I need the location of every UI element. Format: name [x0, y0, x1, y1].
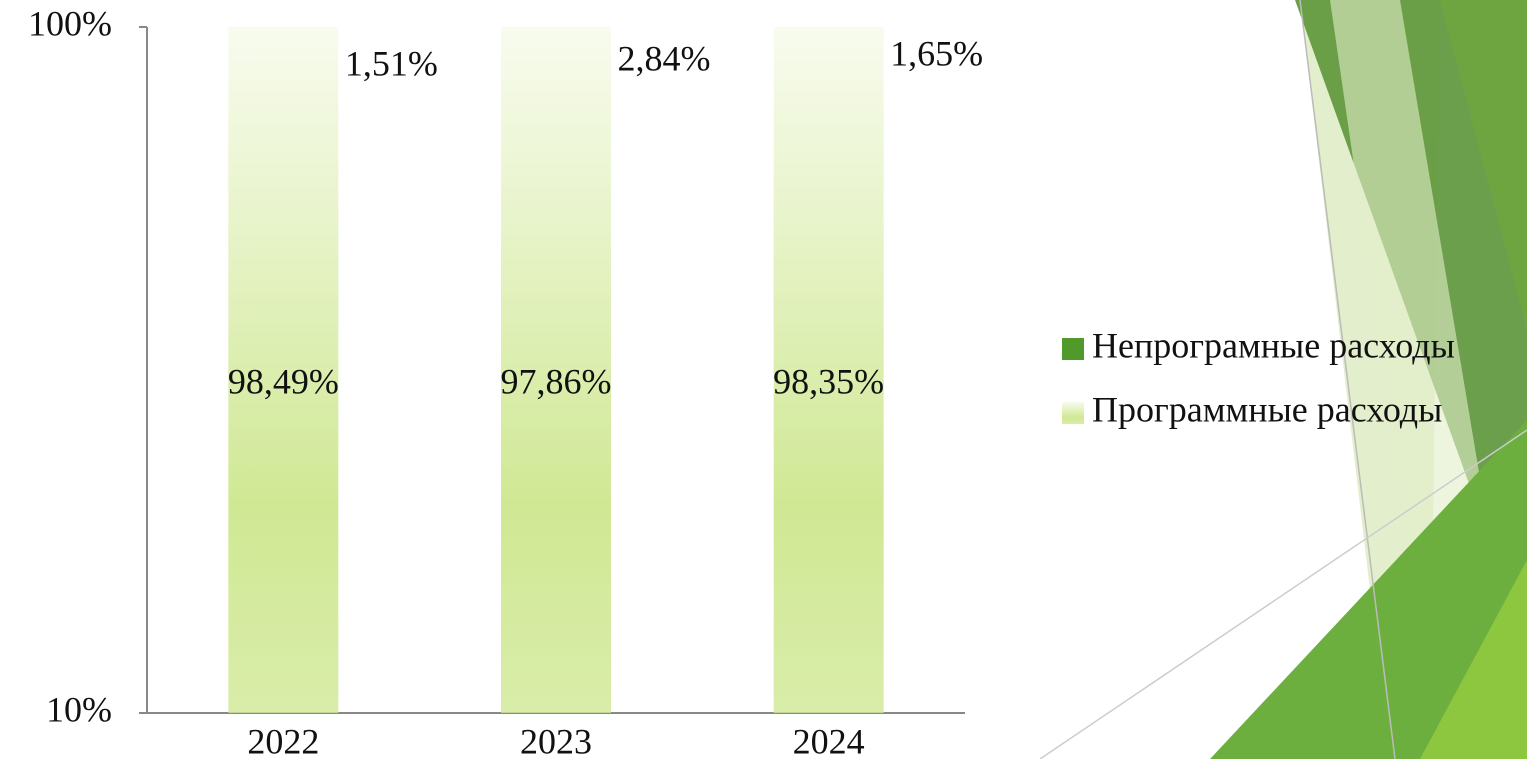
x-tick-label: 2023 [520, 721, 592, 759]
chart: 10% 100% 2022 98,49% 1,51% 2023 97,86% 2,84% 202… [0, 0, 1527, 759]
data-label: 1,65% [890, 33, 983, 73]
data-label: 1,51% [345, 43, 438, 83]
background-decor [1040, 0, 1527, 759]
y-tick-label: 100% [28, 3, 112, 43]
x-tick-label: 2024 [793, 721, 865, 759]
data-label: 98,49% [228, 361, 339, 401]
y-tick-label: 10% [46, 689, 112, 729]
legend-label: Программные расходы [1092, 389, 1442, 429]
data-label: 2,84% [618, 38, 711, 78]
data-label: 98,35% [773, 361, 884, 401]
legend-swatch [1062, 338, 1084, 360]
data-label: 97,86% [501, 361, 612, 401]
legend-swatch [1062, 402, 1084, 424]
x-tick-label: 2022 [247, 721, 319, 759]
legend-label: Непрограмные расходы [1092, 325, 1455, 365]
